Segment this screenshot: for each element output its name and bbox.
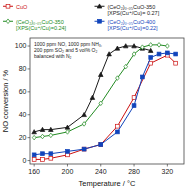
legend: CuO(CeO₂)₀.₀₅CuO-350[XPS(Cu⁺/Cu)= 0.27](… xyxy=(3,4,160,32)
series-point xyxy=(82,122,86,127)
series-point xyxy=(174,52,178,56)
series-point xyxy=(49,133,53,138)
series-point xyxy=(49,152,53,156)
x-tick-label: 160 xyxy=(28,168,40,175)
series-point xyxy=(99,143,103,147)
series-point xyxy=(98,72,103,76)
legend-label: (CeO₂)₀.₀₅CuO-350[XPS(Cu⁺/Cu)= 0.27] xyxy=(108,4,160,17)
series-point xyxy=(149,43,153,48)
legend-label-line: [XPS(Cu⁺/Cu)= 0.27] xyxy=(108,10,160,16)
series-point xyxy=(32,158,36,162)
x-tick xyxy=(34,164,35,167)
x-tick xyxy=(167,164,168,167)
x-tick-label: 240 xyxy=(95,168,107,175)
series-point xyxy=(32,153,36,157)
y-tick xyxy=(28,137,31,138)
y-tick-label: 80 xyxy=(19,65,27,72)
series-point xyxy=(132,44,137,48)
annotation: balanced with N₂ xyxy=(34,53,72,59)
y-tick xyxy=(28,46,31,47)
series-point xyxy=(141,45,145,50)
x-axis-label: Temperature / °C xyxy=(79,179,136,188)
series-point xyxy=(132,52,136,57)
x-tick xyxy=(134,164,135,167)
series-point xyxy=(82,112,87,116)
series-point xyxy=(49,127,54,131)
x-tick-label: 320 xyxy=(162,168,174,175)
x-tick xyxy=(67,164,68,167)
series-point xyxy=(49,156,53,160)
series-point xyxy=(90,95,95,99)
y-tick xyxy=(28,91,31,92)
legend-swatch-marker xyxy=(6,4,10,8)
series-point xyxy=(32,130,37,134)
series-point xyxy=(140,75,144,79)
x-tick-label: 200 xyxy=(62,168,74,175)
y-tick-label: 20 xyxy=(19,134,27,141)
series-point xyxy=(166,44,170,49)
series-point xyxy=(157,43,161,48)
legend-label: (CeO₂)₀.₀₅CuO-400[XPS(Cu⁺/Cu)=0.22] xyxy=(108,19,159,32)
series-point xyxy=(66,130,70,135)
series-point xyxy=(124,64,128,69)
series-point xyxy=(157,52,161,56)
legend-label: (CeO₂)₀.₀₅CuO-350[XPS(Cu⁺/Cu)=0.24] xyxy=(16,19,67,32)
x-tick xyxy=(100,164,101,167)
series-point xyxy=(82,147,86,151)
series-line xyxy=(34,45,167,138)
series-point xyxy=(40,127,45,131)
x-tick-label: 280 xyxy=(128,168,140,175)
legend-label-line: (CeO₂)₀.₀₅CuO-350 xyxy=(16,19,64,25)
legend-label-line: [XPS(Cu⁺/Cu)=0.22] xyxy=(108,25,159,31)
series-point xyxy=(123,44,128,48)
y-tick-label: 40 xyxy=(19,111,27,118)
legend-label-line: [XPS(Cu⁺/Cu)=0.24] xyxy=(16,25,67,31)
series-point xyxy=(99,101,103,106)
series-line xyxy=(34,53,176,155)
y-tick xyxy=(28,114,31,115)
plot-data xyxy=(32,43,178,162)
series-line xyxy=(34,55,176,159)
legend-label-line: (CeO₂)₀.₀₅CuO-400 xyxy=(108,19,156,25)
y-tick-label: 100 xyxy=(15,42,27,49)
series-point xyxy=(116,130,120,134)
y-tick-label: 60 xyxy=(19,88,27,95)
series-point xyxy=(148,48,153,52)
series-point xyxy=(82,147,86,151)
legend-label: CuO xyxy=(16,4,28,10)
series-point xyxy=(116,124,120,128)
series-point xyxy=(41,152,45,156)
series-point xyxy=(132,96,136,100)
series-point xyxy=(65,125,70,129)
legend-swatch-marker xyxy=(98,19,102,23)
series-point xyxy=(132,104,136,108)
series-line xyxy=(34,46,151,132)
series-point xyxy=(165,51,169,55)
series-point xyxy=(107,52,112,56)
series-point xyxy=(115,46,120,50)
series-point xyxy=(149,61,153,65)
series-point xyxy=(174,61,178,65)
legend-swatch-marker xyxy=(97,4,102,8)
series-point xyxy=(32,135,36,140)
legend-label-line: (CeO₂)₀.₀₅CuO-350 xyxy=(108,4,156,10)
chart: 160 200 240 280 320 0 20 40 60 80 100 Temperature /… xyxy=(0,0,189,189)
series-point xyxy=(41,134,45,139)
series-point xyxy=(41,158,45,162)
series-point xyxy=(99,143,103,147)
series-point xyxy=(149,56,153,60)
y-tick-label: 0 xyxy=(23,157,27,164)
y-tick xyxy=(28,160,31,161)
y-tick xyxy=(28,68,31,69)
plot-frame xyxy=(30,38,184,164)
y-axis-label: NO conversion / % xyxy=(1,69,10,132)
series-point xyxy=(116,76,120,81)
legend-swatch-marker xyxy=(6,19,10,24)
legend-label-line: CuO xyxy=(16,4,28,10)
series-point xyxy=(66,150,70,154)
